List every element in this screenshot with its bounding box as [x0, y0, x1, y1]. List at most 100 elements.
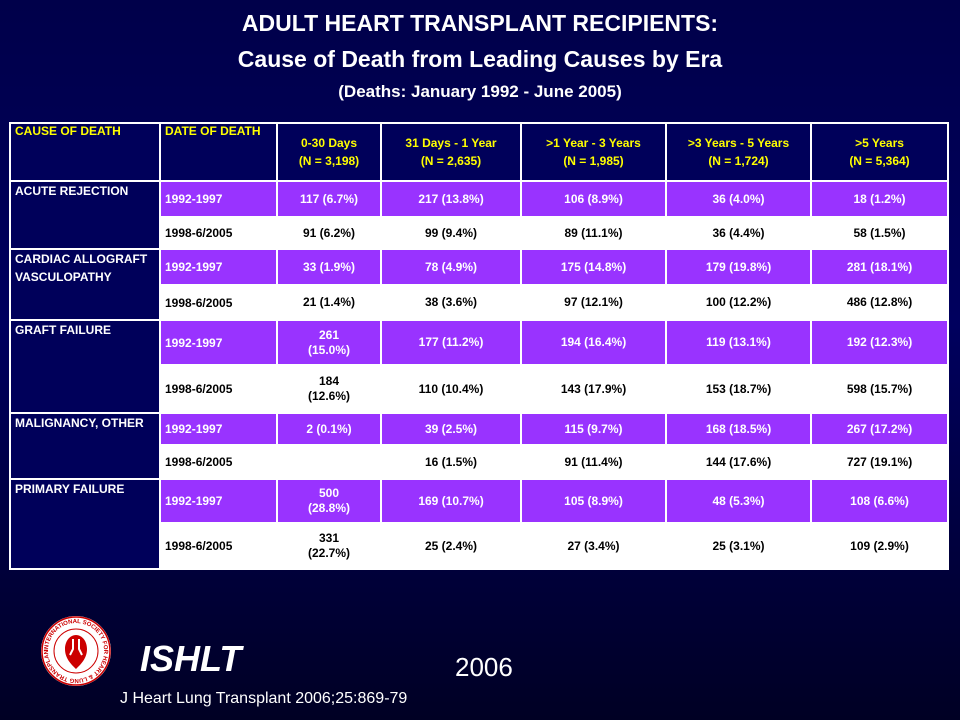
value-cell: 99 (9.4%)	[380, 216, 522, 250]
header-count: (N = 3,198)	[298, 154, 360, 168]
value-percent: (12.6%)	[307, 389, 351, 403]
cause-cell: ACUTE REJECTION	[9, 180, 161, 250]
value-cell: 27 (3.4%)	[520, 522, 667, 570]
value-cell: 153 (18.7%)	[665, 364, 812, 414]
value-cell: 500 (28.8%)	[276, 478, 382, 524]
value-cell: 261 (15.0%)	[276, 319, 382, 366]
citation: J Heart Lung Transplant 2006;25:869-79	[120, 690, 408, 707]
value-count: 184	[318, 374, 340, 388]
value-cell: 18 (1.2%)	[810, 180, 949, 218]
value-cell: 267 (17.2%)	[810, 412, 949, 446]
header-1-3-years: >1 Year - 3 Years (N = 1,985)	[520, 122, 667, 182]
title-line-1: ADULT HEART TRANSPLANT RECIPIENTS:	[241, 10, 719, 36]
header-label: >1 Year - 3 Years	[546, 136, 641, 150]
value-cell: 100 (12.2%)	[665, 284, 812, 321]
value-cell: 38 (3.6%)	[380, 284, 522, 321]
value-cell: 105 (8.9%)	[520, 478, 667, 524]
date-cell: 1998-6/2005	[159, 216, 278, 250]
value-cell: 106 (8.9%)	[520, 180, 667, 218]
year-label: 2006	[455, 652, 513, 682]
value-count: 331	[318, 531, 340, 545]
table-row: 1998-6/2005 21 (1.4%) 38 (3.6%) 97 (12.1…	[10, 284, 949, 321]
value-cell: 194 (16.4%)	[520, 319, 667, 366]
value-count: 261	[318, 327, 340, 342]
value-cell: 175 (14.8%)	[520, 248, 667, 286]
header-5-plus-years: >5 Years (N = 5,364)	[810, 122, 949, 182]
header-31-days-1-year: 31 Days - 1 Year (N = 2,635)	[380, 122, 522, 182]
value-percent: (15.0%)	[307, 342, 351, 357]
value-percent: (28.8%)	[307, 501, 351, 515]
value-cell: 331 (22.7%)	[276, 522, 382, 570]
header-cause: CAUSE OF DEATH	[9, 122, 161, 182]
value-cell: 89 (11.1%)	[520, 216, 667, 250]
value-cell: 184 (12.6%)	[276, 364, 382, 414]
value-cell	[276, 444, 382, 480]
table-row: 1998-6/2005 16 (1.5%) 91 (11.4%) 144 (17…	[10, 444, 949, 480]
value-cell: 281 (18.1%)	[810, 248, 949, 286]
value-cell: 143 (17.9%)	[520, 364, 667, 414]
value-cell: 179 (19.8%)	[665, 248, 812, 286]
value-cell: 33 (1.9%)	[276, 248, 382, 286]
header-0-30-days: 0-30 Days (N = 3,198)	[276, 122, 382, 182]
value-count: 500	[318, 486, 340, 500]
value-cell: 598 (15.7%)	[810, 364, 949, 414]
table-row: PRIMARY FAILURE 1992-1997 500 (28.8%) 169…	[9, 478, 949, 570]
value-cell: 58 (1.5%)	[810, 216, 949, 250]
header-count: (N = 5,364)	[849, 154, 910, 168]
header-label: >5 Years	[855, 136, 904, 150]
value-cell: 36 (4.0%)	[665, 180, 812, 218]
value-cell: 21 (1.4%)	[276, 284, 382, 321]
table-row: 1998-6/2005 91 (6.2%) 99 (9.4%) 89 (11.1…	[10, 216, 949, 250]
value-cell: 39 (2.5%)	[380, 412, 522, 446]
table-row: 1998-6/2005 331 (22.7%) 25 (2.4%) 27 (3.4…	[10, 522, 949, 570]
value-cell: 110 (10.4%)	[380, 364, 522, 414]
cause-of-death-table: CAUSE OF DEATH DATE OF DEATH 0-30 Days (N…	[9, 122, 949, 570]
value-cell: 192 (12.3%)	[810, 319, 949, 366]
ishlt-logo-icon: INTERNATIONAL SOCIETY FOR HEART & LUNG T…	[40, 615, 111, 686]
header-count: (N = 1,724)	[708, 154, 769, 168]
date-cell: 1992-1997	[159, 319, 278, 366]
value-cell: 2 (0.1%)	[276, 412, 382, 446]
date-cell: 1992-1997	[159, 478, 278, 524]
table-row: GRAFT FAILURE 1992-1997 261 (15.0%) 177 (…	[9, 319, 949, 414]
header-row: CAUSE OF DEATH DATE OF DEATH 0-30 Days (N…	[9, 122, 949, 182]
header-date: DATE OF DEATH	[159, 122, 278, 182]
table-row: CARDIAC ALLOGRAFT VASCULOPATHY 1992-1997…	[9, 248, 949, 321]
date-cell: 1998-6/2005	[159, 284, 278, 321]
table-row: 1998-6/2005 184 (12.6%) 110 (10.4%) 143 (…	[10, 364, 949, 414]
value-cell: 108 (6.6%)	[810, 478, 949, 524]
value-cell: 16 (1.5%)	[380, 444, 522, 480]
value-cell: 91 (11.4%)	[520, 444, 667, 480]
date-cell: 1998-6/2005	[159, 444, 278, 480]
date-cell: 1992-1997	[159, 180, 278, 218]
title-line-2: Cause of Death from Leading Causes by Er…	[237, 46, 723, 72]
value-cell: 48 (5.3%)	[665, 478, 812, 524]
value-cell: 25 (3.1%)	[665, 522, 812, 570]
value-cell: 169 (10.7%)	[380, 478, 522, 524]
value-cell: 486 (12.8%)	[810, 284, 949, 321]
header-count: (N = 2,635)	[420, 154, 482, 168]
date-cell: 1992-1997	[159, 248, 278, 286]
table-row: MALIGNANCY, OTHER 1992-1997 2 (0.1%) 39 …	[9, 412, 949, 480]
value-cell: 78 (4.9%)	[380, 248, 522, 286]
value-cell: 727 (19.1%)	[810, 444, 949, 480]
value-cell: 115 (9.7%)	[520, 412, 667, 446]
value-cell: 168 (18.5%)	[665, 412, 812, 446]
cause-cell: MALIGNANCY, OTHER	[9, 412, 161, 480]
header-3-5-years: >3 Years - 5 Years (N = 1,724)	[665, 122, 812, 182]
cause-cell: CARDIAC ALLOGRAFT VASCULOPATHY	[9, 248, 161, 321]
value-cell: 144 (17.6%)	[665, 444, 812, 480]
header-label: 0-30 Days	[300, 136, 358, 150]
value-cell: 25 (2.4%)	[380, 522, 522, 570]
value-cell: 177 (11.2%)	[380, 319, 522, 366]
date-cell: 1998-6/2005	[159, 522, 278, 570]
value-cell: 91 (6.2%)	[276, 216, 382, 250]
cause-cell: GRAFT FAILURE	[9, 319, 161, 414]
title-line-3: (Deaths: January 1992 - June 2005)	[338, 82, 622, 101]
value-cell: 117 (6.7%)	[276, 180, 382, 218]
value-cell: 36 (4.4%)	[665, 216, 812, 250]
header-label: 31 Days - 1 Year	[405, 136, 497, 150]
value-cell: 109 (2.9%)	[810, 522, 949, 570]
value-cell: 217 (13.8%)	[380, 180, 522, 218]
header-count: (N = 1,985)	[563, 154, 624, 168]
